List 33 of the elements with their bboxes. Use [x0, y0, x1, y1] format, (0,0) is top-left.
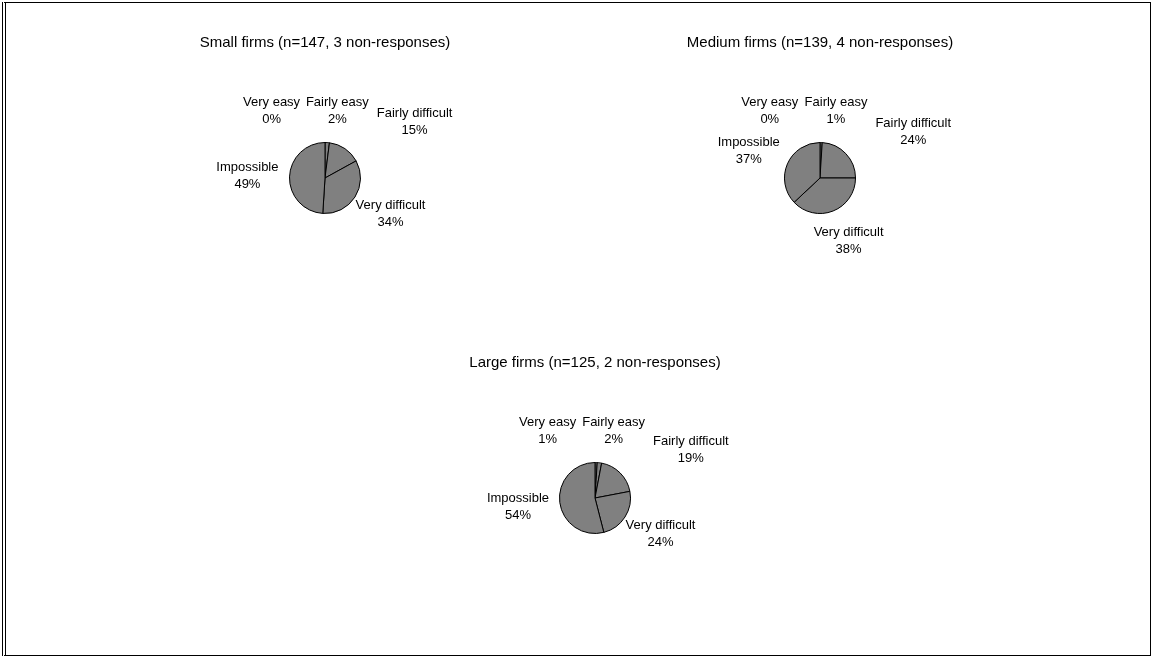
data-label: 1% [826, 110, 846, 126]
data-label: 19% [677, 450, 705, 466]
slice-label: Fairly difficult [376, 105, 453, 121]
slice-label: Impossible [486, 489, 550, 505]
slice-label: Very easy [519, 413, 577, 429]
slice-label: Fairly easy [582, 414, 646, 430]
data-label: 49% [234, 175, 261, 191]
data-label: 38% [835, 240, 863, 256]
chart-title: Small firms (n=147, 3 non-responses) [199, 33, 451, 51]
slice-label: Impossible [717, 134, 780, 150]
slice-label: Very difficult [625, 517, 696, 533]
data-label: 2% [327, 110, 348, 126]
slice-label: Fairly difficult [653, 433, 730, 449]
data-label: 24% [900, 131, 927, 147]
category-label: Very easy [243, 93, 301, 109]
chart-title: Large firms (n=125, 2 non-responses) [469, 353, 721, 371]
data-label: 54% [504, 506, 532, 522]
data-label: 15% [401, 122, 429, 138]
text: 0% [262, 110, 281, 126]
slice-label: Fairly easy [305, 93, 370, 109]
data-label: 37% [735, 151, 763, 167]
data-label: 1% [538, 430, 558, 446]
text: 0% [760, 110, 780, 126]
data-label: 34% [377, 214, 404, 230]
chart-title: Medium firms (n=139, 4 non-responses) [686, 33, 954, 51]
slice-label: Very difficult [813, 223, 884, 239]
slice-label: Fairly easy [804, 93, 868, 109]
slice-label: Very difficult [355, 197, 426, 213]
slice-label: Impossible [216, 158, 279, 174]
category-label: Very easy [741, 93, 799, 109]
data-label: 2% [604, 431, 624, 447]
data-label: 24% [647, 534, 674, 550]
slice-label: Fairly difficult [875, 114, 952, 130]
